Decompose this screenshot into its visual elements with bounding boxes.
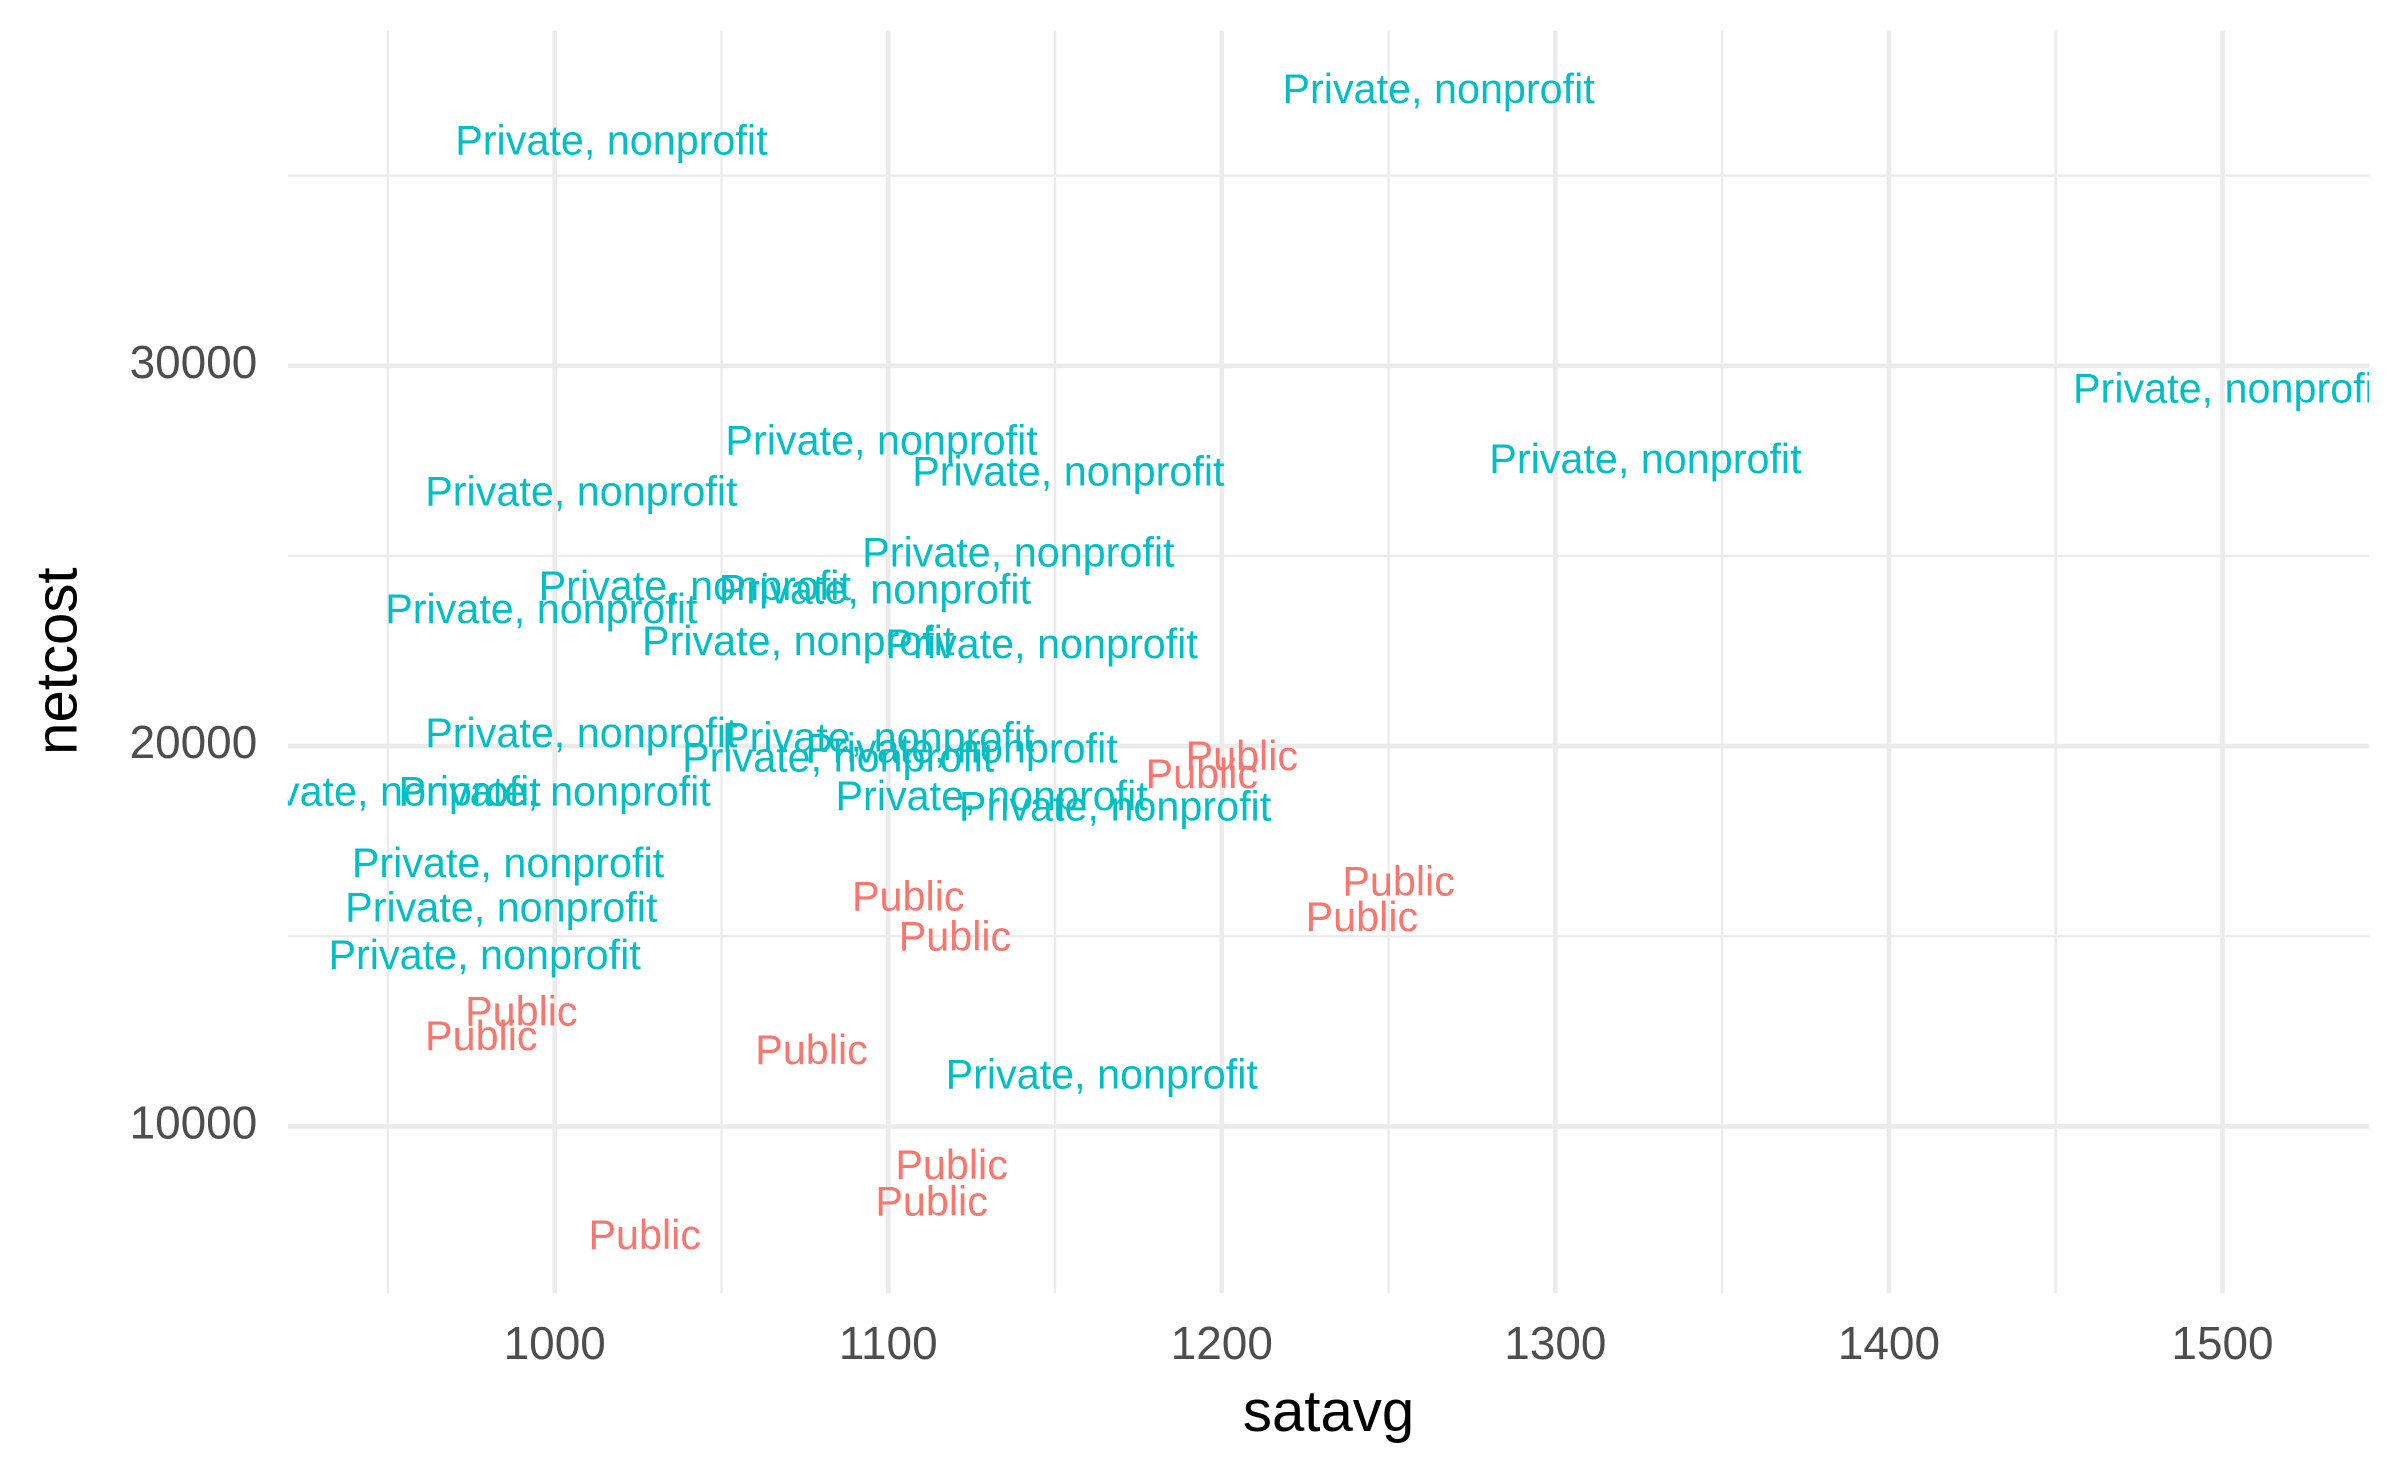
point-label: Private, nonprofit: [805, 725, 1118, 771]
point-label: Private, nonprofit: [862, 529, 1175, 575]
point-label: Private, nonprofit: [959, 784, 1272, 830]
x-tick-label: 1500: [2171, 1317, 2273, 1369]
point-label: Private, nonprofit: [642, 618, 955, 664]
point-label: Public: [895, 1142, 1008, 1188]
grid: [287, 30, 2370, 1294]
point-label: Private, nonprofit: [912, 448, 1225, 494]
point-label: Private, nonprofit: [455, 118, 768, 164]
point-label: Public: [1306, 894, 1419, 940]
point-label: Public: [852, 874, 965, 920]
axes: 1000 1100 1200 1300 1400 1500 10000 20000 30000: [130, 336, 2274, 1369]
point-label: Private, nonprofit: [836, 773, 1149, 819]
point-label: Private, nonprofit: [399, 768, 712, 814]
y-tick-label: 30000: [130, 336, 258, 388]
point-label: Public: [425, 1013, 538, 1059]
point-label: Public: [465, 989, 578, 1035]
point-label: Public: [875, 1178, 988, 1224]
point-label: Public: [1186, 733, 1299, 779]
y-tick-label: 20000: [130, 716, 258, 768]
x-tick-label: 1400: [1838, 1317, 1940, 1369]
point-label: Private, nonprofit: [722, 715, 1035, 761]
point-label: Private, nonprofit: [719, 566, 1032, 612]
point-label: Private, nonprofit: [228, 768, 541, 814]
point-label: Public: [588, 1212, 701, 1258]
point-label: Private, nonprofit: [886, 621, 1199, 667]
point-label: Private, nonprofit: [425, 710, 738, 756]
point-label: Private, nonprofit: [425, 468, 738, 514]
point-label: Private, nonprofit: [1282, 66, 1595, 112]
point-label: Public: [899, 914, 1012, 960]
point-label: Private, nonprofit: [1489, 436, 1802, 482]
point-label: Private, nonprofit: [345, 884, 658, 930]
point-label: Public: [1146, 751, 1259, 797]
point-label: Private, nonprofit: [539, 563, 852, 609]
x-tick-label: 1000: [504, 1317, 606, 1369]
point-label: Public: [755, 1027, 868, 1073]
point-label: Private, nonprofit: [2073, 366, 2386, 412]
point-label: Private, nonprofit: [946, 1051, 1259, 1097]
x-axis-title: satavg: [1243, 1379, 1414, 1444]
point-label: Private, nonprofit: [385, 586, 698, 632]
x-tick-label: 1100: [839, 1317, 938, 1369]
x-tick-label: 1200: [1171, 1317, 1273, 1369]
point-label: Private, nonprofit: [682, 734, 995, 780]
y-axis-title: netcost: [25, 567, 90, 754]
point-label: Private, nonprofit: [725, 418, 1038, 464]
point-label: Private, nonprofit: [328, 932, 641, 978]
y-tick-label: 10000: [130, 1097, 258, 1149]
x-tick-label: 1300: [1504, 1317, 1606, 1369]
point-label: Private, nonprofit: [352, 840, 665, 886]
point-label: Public: [1342, 858, 1455, 904]
